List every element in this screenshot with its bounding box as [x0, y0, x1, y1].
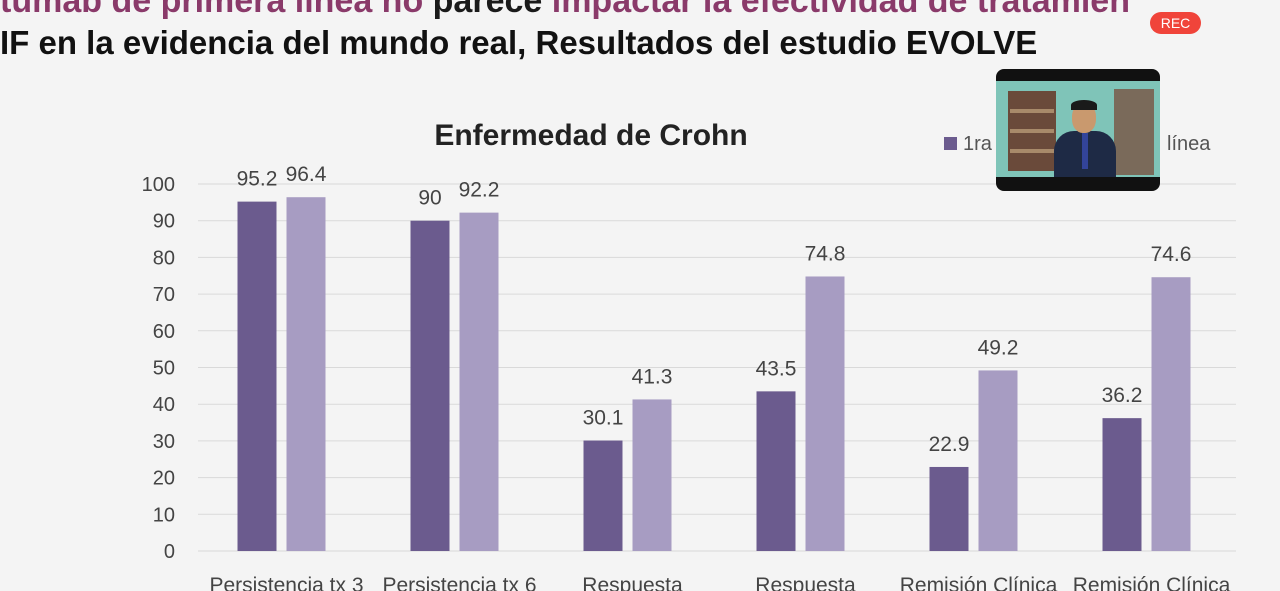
door	[1114, 89, 1154, 175]
x-tick-label: Respuesta	[582, 574, 683, 591]
legend-swatch-1	[944, 137, 957, 150]
bar-1	[1102, 418, 1142, 551]
data-label: 30.1	[583, 407, 624, 430]
bar-2	[286, 197, 326, 551]
slide-title-line2: IF en la evidencia del mundo real, Resul…	[0, 24, 1038, 61]
x-tick-label: Respuesta	[755, 574, 856, 591]
shelf-row	[1010, 129, 1054, 133]
y-tick-label: 70	[153, 284, 175, 306]
bar-2	[805, 276, 845, 551]
bar-1	[583, 440, 623, 551]
bar-1	[237, 201, 277, 551]
shelf-row	[1010, 109, 1054, 113]
bar-2	[978, 370, 1018, 551]
x-tick-label: Persistencia tx 6	[382, 574, 536, 591]
participant-video-tile[interactable]	[996, 69, 1160, 191]
title-part: impactar la efectividad de tratamien	[542, 0, 1130, 20]
bar-1	[410, 220, 450, 551]
y-tick-label: 40	[153, 394, 175, 416]
data-label: 49.2	[978, 336, 1019, 359]
data-label: 96.4	[286, 163, 327, 186]
data-label: 74.6	[1151, 243, 1192, 266]
data-label: 74.8	[805, 242, 846, 265]
y-tick-label: 10	[153, 504, 175, 526]
data-label: 36.2	[1102, 384, 1143, 407]
y-tick-label: 30	[153, 431, 175, 453]
y-tick-label: 0	[164, 541, 175, 563]
data-label: 92.2	[459, 179, 500, 202]
y-tick-label: 60	[153, 321, 175, 343]
x-tick-label: Remisión Clínica	[900, 574, 1058, 591]
person-hair	[1071, 100, 1097, 110]
person-tie	[1082, 133, 1088, 169]
legend-label-1: 1ra	[963, 133, 993, 155]
bar-2	[1151, 277, 1191, 551]
bar-2	[632, 399, 672, 551]
legend-label-2: línea	[1167, 133, 1211, 155]
bar-1	[929, 466, 969, 551]
y-tick-label: 90	[153, 211, 175, 233]
chart-title: Enfermedad de Crohn	[434, 119, 747, 152]
data-label: 90	[418, 187, 441, 210]
x-tick-label: Persistencia tx 3	[209, 574, 363, 591]
title-part-emphasis: parece	[432, 0, 543, 20]
x-tick-label: Remisión Clínica	[1073, 574, 1231, 591]
data-label: 41.3	[632, 365, 673, 388]
y-tick-label: 50	[153, 358, 175, 380]
title-part: tumab de primera línea no	[0, 0, 433, 20]
slide-title-line1: tumab de primera línea no parece impacta…	[0, 0, 1280, 21]
y-tick-label: 20	[153, 468, 175, 490]
data-label: 95.2	[237, 168, 278, 191]
y-tick-label: 80	[153, 247, 175, 269]
shelf-row	[1010, 149, 1054, 153]
recording-badge: REC	[1150, 12, 1201, 34]
bar-1	[756, 391, 796, 551]
data-label: 22.9	[929, 433, 970, 456]
bar-2	[459, 212, 499, 551]
y-tick-label: 100	[142, 174, 175, 196]
data-label: 43.5	[756, 357, 797, 380]
